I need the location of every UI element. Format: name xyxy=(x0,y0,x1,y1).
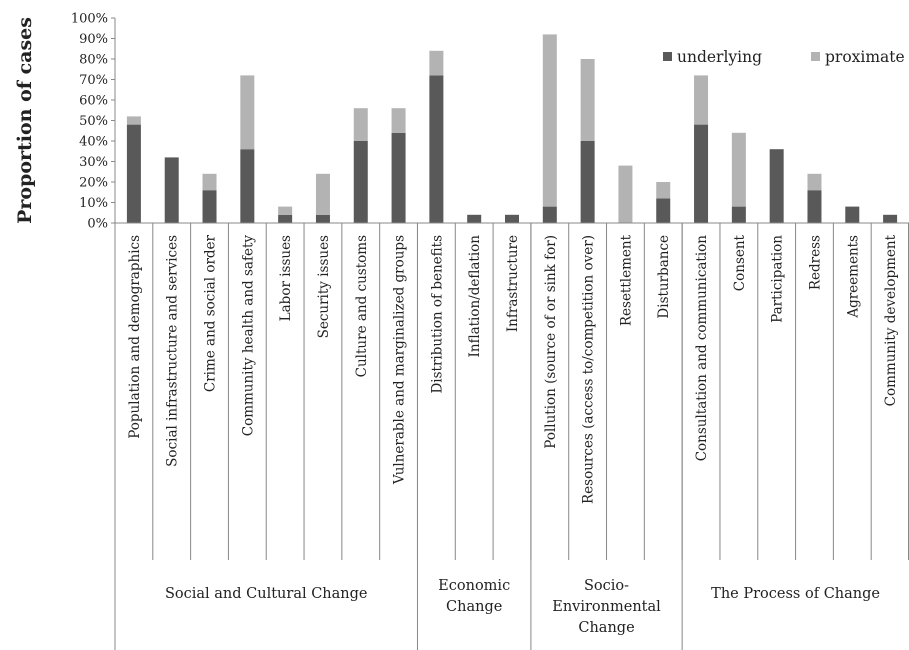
bar-proximate xyxy=(202,173,217,191)
bar-proximate xyxy=(429,50,444,76)
bar-underlying xyxy=(315,214,330,223)
legend-swatch-underlying xyxy=(663,52,672,61)
bar-underlying xyxy=(240,149,255,223)
bar-proximate xyxy=(656,182,671,199)
bar-underlying xyxy=(164,157,179,223)
y-tick-label: 90% xyxy=(79,32,108,47)
bar-underlying xyxy=(656,198,671,223)
legend-label-underlying: underlying xyxy=(677,48,762,66)
y-tick-label: 60% xyxy=(79,94,108,109)
bar-underlying xyxy=(126,124,141,223)
bar-proximate xyxy=(542,34,557,207)
bar-underlying xyxy=(769,149,784,223)
bar-proximate xyxy=(807,173,822,191)
category-label: Crime and social order xyxy=(203,234,219,392)
category-label: Resources (access to/competition over) xyxy=(581,235,597,504)
group-label: Environmental xyxy=(552,599,661,615)
legend-swatch-proximate xyxy=(811,52,820,61)
category-label: Community health and safety xyxy=(240,235,256,437)
bar-underlying xyxy=(845,206,860,223)
category-label: Disturbance xyxy=(656,235,672,319)
group-label: Change xyxy=(446,599,502,615)
y-tick-label: 10% xyxy=(79,196,108,211)
category-label: Security issues xyxy=(316,235,332,338)
y-tick-label: 30% xyxy=(79,155,108,170)
bar-proximate xyxy=(694,75,709,125)
bar-underlying xyxy=(391,132,406,223)
bar-underlying xyxy=(505,214,519,223)
group-label: Social and Cultural Change xyxy=(165,586,368,602)
bar-underlying xyxy=(278,214,293,223)
bar-proximate xyxy=(580,59,595,141)
bar-proximate xyxy=(278,206,293,215)
category-label: Pollution (source of or sink for) xyxy=(543,235,559,449)
category-label: Distribution of benefits xyxy=(429,235,445,394)
bar-proximate xyxy=(126,116,141,125)
category-label: Population and demographics xyxy=(127,235,143,439)
category-label: Infrastructure xyxy=(505,235,521,332)
bar-underlying xyxy=(807,190,822,223)
category-label: Consultation and communication xyxy=(694,235,710,462)
category-label: Consent xyxy=(732,234,748,291)
group-label: Economic xyxy=(438,578,510,594)
bar-underlying xyxy=(353,141,368,223)
group-label: Change xyxy=(578,620,634,636)
y-tick-label: 70% xyxy=(79,73,108,88)
bar-underlying xyxy=(202,190,217,223)
category-label: Inflation/deflation xyxy=(467,235,483,358)
y-tick-label: 40% xyxy=(79,135,108,150)
category-label: Agreements xyxy=(845,235,861,319)
y-axis-title: Proportion of cases xyxy=(14,17,36,224)
category-label: Community development xyxy=(883,234,899,406)
bar-underlying xyxy=(694,124,709,223)
bar-underlying xyxy=(731,206,746,223)
y-tick-label: 20% xyxy=(79,176,108,191)
y-tick-label: 100% xyxy=(71,12,108,27)
y-tick-label: 80% xyxy=(79,53,108,68)
bar-underlying xyxy=(542,206,557,223)
bar-proximate xyxy=(240,75,255,150)
bar-proximate xyxy=(315,173,330,215)
category-label: Resettlement xyxy=(618,234,634,326)
category-label: Vulnerable and marginalized groups xyxy=(392,235,408,485)
bar-proximate xyxy=(391,108,406,133)
bar-proximate xyxy=(731,132,746,207)
category-label: Redress xyxy=(807,235,823,290)
y-tick-label: 50% xyxy=(79,114,108,129)
bar-underlying xyxy=(429,75,444,224)
y-tick-label: 0% xyxy=(87,217,108,232)
bar-proximate xyxy=(618,165,633,223)
category-label: Social infrastructure and services xyxy=(165,235,181,467)
category-label: Participation xyxy=(770,235,786,323)
bar-underlying xyxy=(467,214,482,223)
category-label: Labor issues xyxy=(278,235,294,321)
bar-proximate xyxy=(353,108,368,141)
category-label: Culture and customs xyxy=(354,235,370,377)
bar-underlying xyxy=(580,141,595,223)
legend-label-proximate: proximate xyxy=(825,48,905,66)
group-label: The Process of Change xyxy=(711,586,880,602)
bar-underlying xyxy=(883,214,898,223)
group-label: Socio- xyxy=(584,578,629,594)
